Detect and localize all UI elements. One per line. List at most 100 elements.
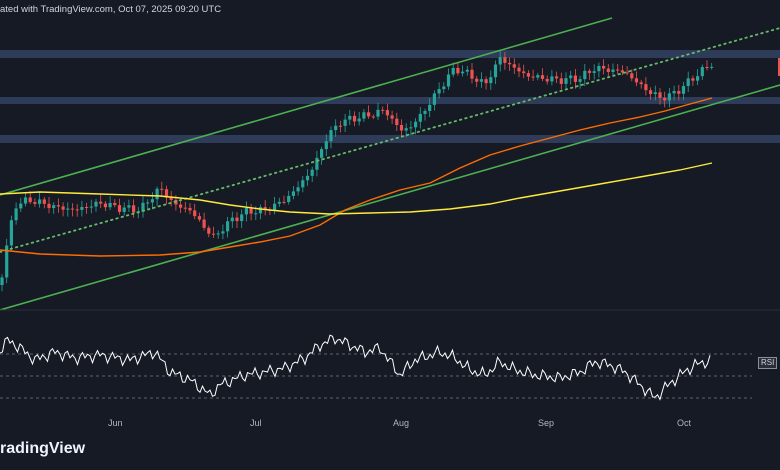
candle-body	[456, 67, 460, 74]
candle-body	[357, 118, 361, 122]
candle-body	[381, 109, 385, 111]
candle-body	[277, 201, 281, 204]
candle-body	[522, 71, 526, 74]
candle-body	[207, 227, 211, 234]
candle-body	[367, 112, 371, 117]
candle-body	[475, 78, 479, 82]
candle-body	[700, 67, 704, 77]
candle-body	[61, 206, 65, 210]
candle-body	[442, 86, 446, 90]
overlay-lines	[0, 17, 780, 311]
candle-body	[89, 206, 93, 208]
candle-body	[38, 199, 42, 204]
x-tick-label: Sep	[538, 418, 555, 428]
candle-body	[489, 77, 493, 84]
candle-body	[188, 207, 192, 211]
candle-body	[672, 91, 676, 94]
candle-body	[399, 124, 404, 131]
candle-body	[663, 97, 667, 101]
candle-body	[263, 207, 267, 210]
candle-body	[550, 76, 554, 82]
candle-body	[235, 217, 239, 222]
candle-body	[202, 219, 206, 228]
candle-body	[686, 78, 690, 87]
candle-body	[66, 208, 70, 210]
candle-body	[517, 67, 521, 72]
candle-body	[634, 78, 639, 83]
candle-body	[696, 76, 700, 81]
candle-body	[254, 213, 258, 215]
candle-body	[583, 70, 587, 80]
candle-body	[164, 189, 169, 198]
chart-header: ated with TradingView.com, Oct 07, 2025 …	[0, 4, 222, 15]
candle-body	[681, 86, 686, 94]
candle-body	[503, 57, 507, 63]
candle-body	[606, 68, 610, 72]
candle-body	[778, 58, 780, 76]
candle-body	[179, 204, 183, 208]
candle-body	[334, 125, 338, 131]
candle-body	[592, 71, 596, 73]
candle-body	[310, 169, 314, 176]
candle-body	[273, 203, 277, 211]
candle-body	[80, 207, 84, 210]
candle-body	[432, 93, 436, 105]
candle-body	[649, 90, 653, 95]
candle-body	[418, 113, 422, 122]
candle-body	[103, 203, 107, 208]
candle-body	[423, 110, 427, 114]
candle-body	[362, 112, 366, 119]
candle-body	[677, 91, 681, 94]
candle-body	[122, 207, 126, 212]
x-tick-label: Jul	[250, 418, 262, 428]
candle-body	[587, 70, 592, 73]
candle-body	[28, 197, 32, 203]
candle-body	[291, 191, 295, 196]
candle-body	[155, 188, 159, 200]
candle-body	[324, 141, 328, 150]
candle-body	[85, 207, 89, 209]
candle-body	[569, 75, 573, 79]
candle-body	[56, 205, 60, 207]
candle-body	[169, 197, 173, 200]
slow-moving-average	[0, 162, 713, 215]
fast-moving-average	[0, 97, 713, 257]
candle-body	[498, 57, 502, 65]
candle-body	[9, 220, 13, 246]
candle-body	[597, 65, 601, 72]
channel-upper-line	[0, 17, 613, 196]
candle-body	[620, 70, 624, 73]
candle-body	[193, 210, 197, 217]
x-tick-label: Oct	[677, 418, 692, 428]
brand-logo-text: radingView	[0, 440, 86, 457]
candle-body	[305, 175, 310, 181]
channel-lower-line	[0, 84, 780, 311]
rsi-badge: RSI	[758, 357, 778, 369]
candle-body	[320, 149, 324, 158]
candle-body	[658, 92, 662, 98]
candle-body	[564, 78, 568, 84]
candle-body	[409, 127, 413, 129]
candle-body	[113, 202, 117, 206]
candle-body	[343, 119, 347, 126]
candle-body	[540, 75, 545, 79]
candle-body	[465, 69, 469, 72]
candle-body	[240, 214, 244, 222]
candle-body	[5, 245, 9, 278]
candle-body	[470, 69, 474, 79]
resistance-zone	[0, 135, 780, 143]
candle-body	[14, 208, 18, 221]
candle-body	[376, 109, 380, 117]
candle-body	[338, 125, 342, 127]
candle-body	[132, 205, 136, 213]
candle-body	[249, 207, 253, 214]
candle-body	[512, 64, 516, 68]
candle-body	[296, 187, 300, 192]
candle-body	[573, 75, 577, 82]
x-tick-label: Aug	[393, 418, 410, 428]
candle-body	[75, 209, 79, 211]
candle-body	[160, 188, 164, 190]
candle-body	[559, 78, 563, 84]
candle-body	[94, 201, 98, 207]
